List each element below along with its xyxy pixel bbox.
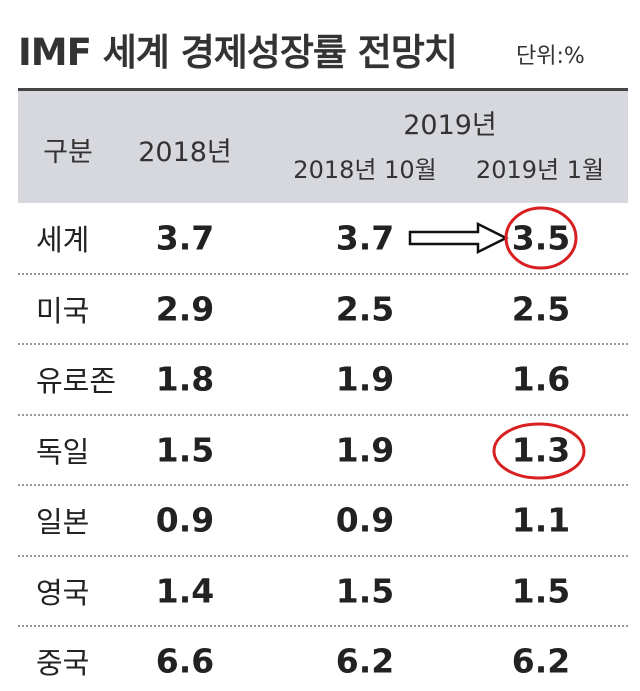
cell-value: 3.7 bbox=[155, 218, 215, 258]
row-separator bbox=[18, 554, 628, 557]
cell-value: 2.5 bbox=[511, 289, 571, 328]
cell-value: 1.5 bbox=[155, 430, 215, 469]
column-header: 2018년 10월 bbox=[293, 156, 437, 184]
column-header: 2019년 bbox=[403, 110, 497, 141]
header-background bbox=[18, 88, 628, 203]
cell-value: 6.2 bbox=[335, 641, 395, 681]
cell-value: 2.5 bbox=[335, 289, 395, 328]
row-separator bbox=[18, 272, 628, 275]
cell-value: 1.9 bbox=[335, 359, 395, 399]
row-label: 유로존 bbox=[36, 364, 117, 398]
row-separator bbox=[18, 484, 628, 486]
highlight-circle bbox=[492, 422, 586, 480]
cell-value: 1.5 bbox=[511, 571, 571, 610]
cell-value: 1.9 bbox=[335, 430, 395, 469]
cell-value: 1.3 bbox=[511, 430, 571, 469]
cell-value: 1.8 bbox=[155, 359, 215, 399]
row-label: 중국 bbox=[36, 646, 90, 680]
cell-value: 6.2 bbox=[511, 641, 571, 681]
title: IMF 세계 경제성장률 전망치 bbox=[18, 31, 458, 74]
row-label: 일본 bbox=[36, 505, 90, 539]
row-label: 미국 bbox=[36, 293, 90, 328]
cell-value: 1.4 bbox=[155, 571, 215, 610]
arrow bbox=[408, 221, 509, 255]
cell-value: 1.6 bbox=[511, 359, 571, 399]
unit: 단위:% bbox=[516, 44, 585, 69]
column-header: 구분 bbox=[43, 137, 93, 168]
row-separator bbox=[18, 625, 628, 627]
cell-value: 0.9 bbox=[155, 500, 215, 540]
cell-value: 2.9 bbox=[155, 289, 215, 328]
row-label: 영국 bbox=[36, 575, 90, 610]
highlight-circle bbox=[504, 206, 578, 270]
cell-value: 1.5 bbox=[335, 571, 395, 610]
row-separator bbox=[18, 343, 628, 345]
cell-value: 3.7 bbox=[335, 218, 395, 258]
row-label: 독일 bbox=[36, 434, 90, 469]
column-header: 2019년 1월 bbox=[475, 156, 605, 184]
row-separator bbox=[18, 413, 628, 416]
row-label: 세계 bbox=[36, 223, 90, 257]
column-header: 2018년 bbox=[138, 137, 232, 168]
cell-value: 1.1 bbox=[511, 500, 571, 540]
cell-value: 6.6 bbox=[155, 641, 215, 681]
cell-value: 0.9 bbox=[335, 500, 395, 540]
cell-value: 3.5 bbox=[511, 218, 571, 258]
